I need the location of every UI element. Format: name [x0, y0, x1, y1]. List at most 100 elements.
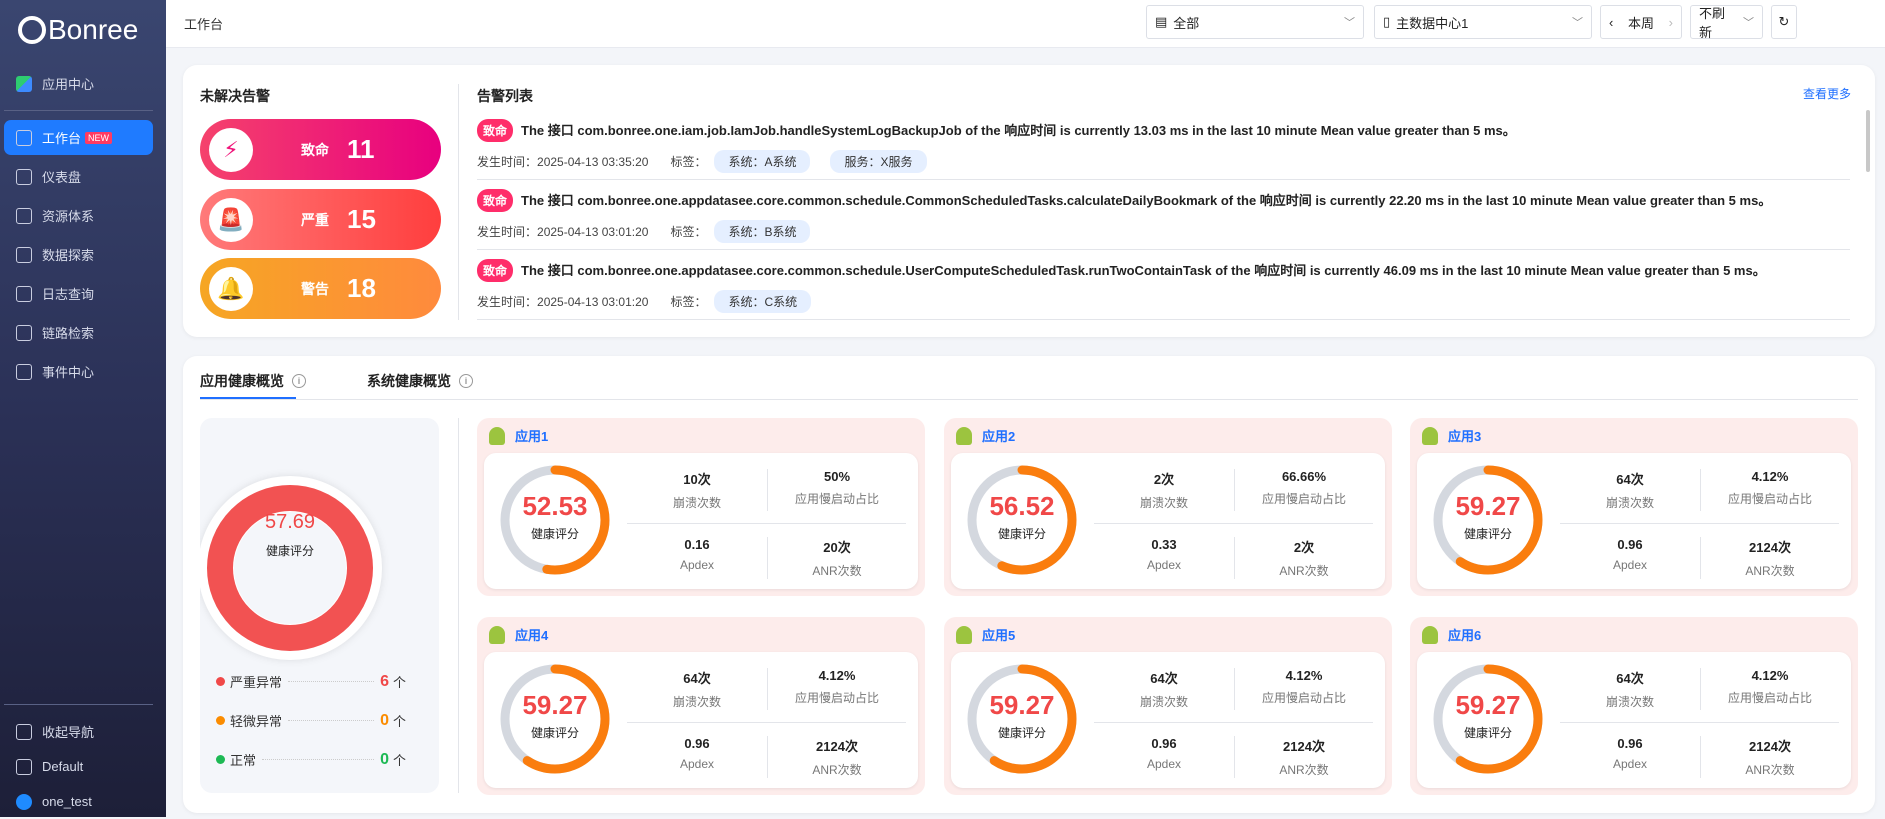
- slow-start-ratio: 66.66% 应用慢启动占比: [1261, 469, 1346, 506]
- apdex: 0.96 Apdex: [1146, 736, 1182, 771]
- workspace-icon: [16, 758, 32, 775]
- lightning-icon: ⚡: [209, 127, 253, 172]
- layers-icon: [16, 207, 32, 224]
- sidebar-item-5[interactable]: 日志查询: [4, 276, 153, 311]
- app-health-card[interactable]: 应用4 59.27 健康评分 64次 崩溃次数 4.12% 应用慢启动占比 0.96…: [477, 617, 925, 795]
- app-score: 56.52: [989, 491, 1055, 521]
- slow-start-ratio: 4.12% 应用慢启动占比: [1727, 668, 1812, 705]
- sidebar-item-1[interactable]: 工作台 NEW: [4, 120, 153, 155]
- app-health-card[interactable]: 应用6 59.27 健康评分 64次 崩溃次数 4.12% 应用慢启动占比 0.96…: [1410, 617, 1858, 795]
- overall-health-donut: [200, 476, 382, 660]
- chevron-down-icon: ﹀: [1743, 17, 1754, 29]
- alert-list-item[interactable]: 致命 The 接口 com.bonree.one.appdatasee.core.…: [477, 189, 1850, 243]
- alert-level-1[interactable]: 🚨 严重 15: [200, 189, 441, 250]
- breadcrumb: 工作台: [184, 17, 224, 32]
- sidebar-item-6[interactable]: 链路检索: [4, 315, 153, 350]
- slow-start-ratio: 4.12% 应用慢启动占比: [1727, 469, 1812, 506]
- sidebar-bottom-2[interactable]: one_test: [4, 784, 153, 819]
- siren-icon: 🚨: [209, 197, 253, 242]
- app-name[interactable]: 应用3: [1448, 429, 1482, 444]
- refresh-select[interactable]: 不刷新 ﹀: [1690, 5, 1763, 40]
- slow-start-ratio: 50% 应用慢启动占比: [794, 469, 879, 506]
- user-avatar-icon: [16, 793, 32, 810]
- crash-count: 64次 崩溃次数: [672, 671, 721, 709]
- app-score: 59.27: [522, 690, 588, 720]
- dashboard-gauge-icon: [16, 168, 32, 185]
- overall-score: 57.69: [264, 511, 316, 533]
- sidebar-divider: [4, 704, 153, 705]
- app-score-gauge: [500, 465, 610, 575]
- topbar: 工作台 ▤ 全部 ﹀ ▯ 主数据中心1 ﹀ ‹ 本周 › 不刷新 ﹀ ↻: [166, 0, 1885, 48]
- app-score: 59.27: [989, 690, 1055, 720]
- sidebar-item-4[interactable]: 数据探索: [4, 237, 153, 272]
- anr-count: 2124次 ANR次数: [812, 739, 862, 777]
- tag: 系统：B系统: [714, 220, 811, 243]
- sidebar-divider: [4, 110, 153, 111]
- scope-select[interactable]: ▤ 全部 ﹀: [1146, 5, 1364, 39]
- alert-list-item[interactable]: 致命 The 接口 com.bonree.one.iam.job.IamJob.h…: [477, 119, 1850, 173]
- scrollbar[interactable]: [1866, 110, 1870, 172]
- apdex: 0.96 Apdex: [1612, 537, 1648, 572]
- refresh-icon: ↻: [1778, 14, 1790, 29]
- app-health-card[interactable]: 应用5 59.27 健康评分 64次 崩溃次数 4.12% 应用慢启动占比 0.96…: [944, 617, 1392, 795]
- app-name[interactable]: 应用6: [1448, 628, 1482, 643]
- alert-level-0[interactable]: ⚡ 致命 11: [200, 119, 441, 180]
- apdex: 0.96 Apdex: [1612, 736, 1648, 771]
- anr-count: 2124次 ANR次数: [1279, 739, 1329, 777]
- app-name[interactable]: 应用1: [515, 429, 549, 444]
- view-more-link[interactable]: 查看更多: [1803, 87, 1852, 101]
- android-icon: [489, 625, 505, 644]
- sidebar-item-2[interactable]: 仪表盘: [4, 159, 153, 194]
- alert-level-2[interactable]: 🔔 警告 18: [200, 258, 441, 319]
- app-name[interactable]: 应用5: [982, 628, 1016, 643]
- sidebar-item-7[interactable]: 事件中心: [4, 354, 153, 389]
- android-icon: [1422, 426, 1438, 445]
- android-icon: [956, 426, 972, 445]
- app-score: 59.27: [1455, 491, 1521, 521]
- tag: 系统：A系统: [714, 150, 811, 173]
- app-score: 52.53: [522, 491, 588, 521]
- apps-grid-icon: [16, 75, 32, 92]
- crash-count: 2次 崩溃次数: [1139, 472, 1188, 510]
- prev-period-icon[interactable]: ‹: [1609, 14, 1614, 30]
- sidebar-bottom-0[interactable]: 收起导航: [4, 714, 153, 749]
- severity-badge: 致命: [477, 189, 514, 212]
- crash-count: 64次 崩溃次数: [1605, 671, 1654, 709]
- legend-item: 轻微异常 0 个: [216, 711, 406, 730]
- app-health-card[interactable]: 应用3 59.27 健康评分 64次 崩溃次数 4.12% 应用慢启动占比 0.96…: [1410, 418, 1858, 596]
- slow-start-ratio: 4.12% 应用慢启动占比: [794, 668, 879, 705]
- legend-item: 严重异常 6 个: [216, 672, 406, 691]
- tab-system-health[interactable]: 系统健康概览 i: [367, 371, 473, 391]
- app-name[interactable]: 应用2: [982, 429, 1016, 444]
- unresolved-alerts-title: 未解决告警: [200, 88, 270, 104]
- app-health-card[interactable]: 应用1 52.53 健康评分 10次 崩溃次数 50% 应用慢启动占比 0.16 Ap…: [477, 418, 925, 596]
- app-score-gauge: [967, 664, 1077, 774]
- refresh-button[interactable]: ↻: [1771, 5, 1797, 39]
- period-picker[interactable]: ‹ 本周 ›: [1600, 5, 1682, 39]
- app-score: 59.27: [1455, 690, 1521, 720]
- anr-count: 2124次 ANR次数: [1745, 540, 1795, 578]
- info-icon[interactable]: i: [459, 374, 473, 388]
- slow-start-ratio: 4.12% 应用慢启动占比: [1261, 668, 1346, 705]
- alerts-card: [183, 65, 1875, 337]
- info-icon[interactable]: i: [292, 374, 306, 388]
- app-health-card[interactable]: 应用2 56.52 健康评分 2次 崩溃次数 66.66% 应用慢启动占比 0.33…: [944, 418, 1392, 596]
- folder-icon: [16, 363, 32, 380]
- sidebar-item-0[interactable]: 应用中心: [4, 66, 153, 101]
- datacenter-select[interactable]: ▯ 主数据中心1 ﹀: [1374, 5, 1592, 39]
- anr-count: 20次 ANR次数: [812, 540, 862, 578]
- divider: [458, 418, 459, 793]
- apdex: 0.96 Apdex: [679, 736, 715, 771]
- row-divider: [477, 319, 1850, 320]
- severity-badge: 致命: [477, 259, 514, 282]
- sidebar-item-3[interactable]: 资源体系: [4, 198, 153, 233]
- next-period-icon[interactable]: ›: [1668, 14, 1673, 30]
- sidebar-bottom-1[interactable]: Default: [4, 749, 153, 784]
- alert-list-item[interactable]: 致命 The 接口 com.bonree.one.appdatasee.core.…: [477, 259, 1850, 313]
- app-score-gauge: [500, 664, 610, 774]
- tab-app-health[interactable]: 应用健康概览 i: [200, 371, 306, 391]
- chevron-down-icon: ﹀: [1572, 17, 1583, 29]
- apdex: 0.33 Apdex: [1146, 537, 1182, 572]
- app-name[interactable]: 应用4: [515, 628, 549, 643]
- workbench-icon: [16, 129, 32, 146]
